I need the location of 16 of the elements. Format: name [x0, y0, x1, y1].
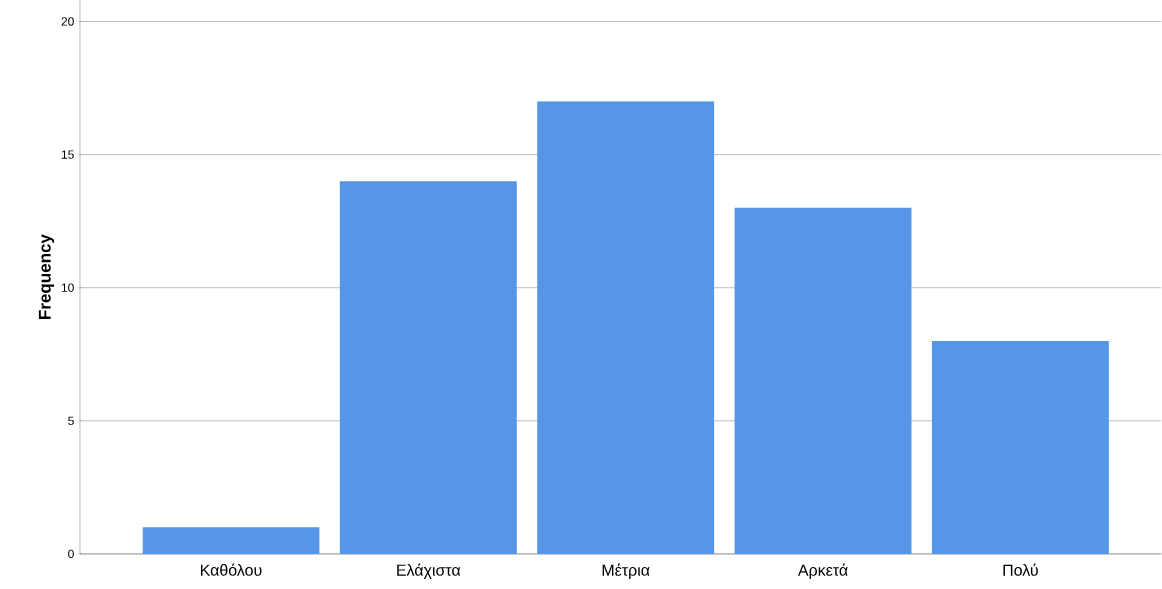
y-tick-label: 0: [68, 549, 74, 559]
bar: [537, 101, 715, 554]
x-tick-label: Ελάχιστα: [397, 563, 461, 579]
bar: [339, 181, 517, 554]
bar: [734, 207, 912, 554]
y-tick-label: 5: [68, 416, 74, 426]
y-tick-label: 10: [61, 283, 74, 292]
x-tick-label: Αρκετά: [797, 563, 848, 580]
bar: [142, 527, 320, 554]
bar: [931, 340, 1109, 554]
x-tick-label: Πολύ: [1003, 563, 1038, 576]
x-tick-label: Καθόλου: [200, 563, 262, 576]
y-axis-title: Frequency: [38, 234, 55, 319]
y-tick-label: 20: [61, 17, 74, 26]
x-tick-label: Μέτρια: [602, 563, 650, 580]
y-tick-label: 15: [61, 150, 74, 159]
